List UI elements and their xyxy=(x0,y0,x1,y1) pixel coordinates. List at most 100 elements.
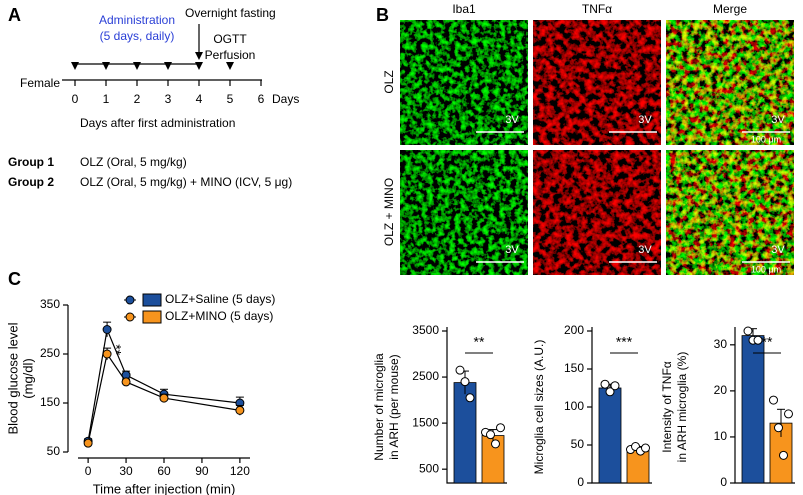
admin-label: Administration xyxy=(99,13,175,27)
region-label: 3V xyxy=(771,244,785,256)
scale-label: 100 μm xyxy=(751,134,781,144)
marker xyxy=(133,62,141,70)
ogtt-label: OGTT xyxy=(213,32,247,46)
group-name: Group 1 xyxy=(8,155,54,169)
significance: *** xyxy=(616,334,633,350)
point xyxy=(102,349,112,359)
panel-b: B Iba1 TNFα Merge OLZ 3V 3V 3V 100 μm OLZ + MINO… xyxy=(376,2,794,275)
data-point xyxy=(779,450,788,460)
panel-label: B xyxy=(376,5,389,25)
y-tick-label: 50 xyxy=(571,437,585,451)
legend-marker xyxy=(125,295,135,305)
data-point xyxy=(605,387,615,397)
x-tick-label: 90 xyxy=(195,464,209,478)
legend-label: OLZ+MINO (5 days) xyxy=(165,309,273,323)
day-label: 0 xyxy=(72,92,79,106)
y-tick-label: 150 xyxy=(564,361,584,375)
marker xyxy=(195,62,203,70)
micrograph-texture xyxy=(400,150,528,275)
legend-label: OLZ+Saline (5 days) xyxy=(165,292,275,306)
marker xyxy=(102,62,110,70)
day-label: 1 xyxy=(103,92,110,106)
admin-label: (5 days, daily) xyxy=(100,29,175,43)
y-tick-label: 250 xyxy=(40,346,60,360)
y-axis-label: Intensity of TNFα xyxy=(660,361,674,452)
region-label: 3V xyxy=(771,114,785,126)
micrograph-texture xyxy=(400,20,528,145)
y-axis-label: Blood glucose level xyxy=(5,322,20,434)
column-header: Iba1 xyxy=(452,2,476,16)
data-point xyxy=(769,395,778,405)
data-point xyxy=(641,443,650,453)
x-tick-label: 60 xyxy=(157,464,171,478)
significance: ** xyxy=(474,334,485,350)
y-axis-label: in ARH microglia (%) xyxy=(675,352,689,463)
region-label: 3V xyxy=(505,244,519,256)
marker xyxy=(164,62,172,70)
legend-swatch xyxy=(142,293,162,307)
axis-label: Days after first administration xyxy=(80,116,235,130)
column-header: TNFα xyxy=(582,2,612,16)
column-header: Merge xyxy=(713,2,747,16)
data-point xyxy=(610,381,620,391)
point xyxy=(159,393,169,403)
data-point xyxy=(743,326,753,336)
region-label: 3V xyxy=(638,244,652,256)
perfusion-label: Perfusion xyxy=(205,48,256,62)
significance: ** xyxy=(762,334,773,350)
x-tick-label: 120 xyxy=(230,464,250,478)
data-point xyxy=(496,423,505,433)
day-label: 2 xyxy=(134,92,141,106)
bar xyxy=(598,387,622,484)
data-point xyxy=(753,335,763,345)
micrograph-texture xyxy=(533,20,661,145)
micrograph-texture xyxy=(533,150,661,275)
region-label: 3V xyxy=(505,114,519,126)
y-tick-label: 3500 xyxy=(412,323,439,337)
x-axis-label: Time after injection (min) xyxy=(93,481,236,495)
fasting-label: Overnight fasting xyxy=(185,6,276,20)
point xyxy=(235,405,245,415)
day-label: 3 xyxy=(165,92,172,106)
arrow-head xyxy=(195,52,203,60)
x-tick-label: 0 xyxy=(85,464,92,478)
sex-label: Female xyxy=(20,76,60,90)
y-axis-label: Number of microglia xyxy=(372,353,386,461)
y-tick-label: 30 xyxy=(714,337,728,351)
data-point xyxy=(600,379,610,389)
region-label: 3V xyxy=(638,114,652,126)
group-desc: OLZ (Oral, 5 mg/kg) xyxy=(80,155,187,169)
point xyxy=(102,325,112,334)
y-tick-label: 10 xyxy=(714,429,728,443)
group-name: Group 2 xyxy=(8,175,54,189)
y-axis-label: in ARH (per mouse) xyxy=(387,354,401,459)
day-label: 5 xyxy=(227,92,234,106)
y-tick-label: 2500 xyxy=(412,369,439,383)
data-point xyxy=(465,393,475,403)
y-tick-label: 100 xyxy=(564,399,584,413)
x-tick-label: 30 xyxy=(119,464,133,478)
panel-label: A xyxy=(8,5,21,25)
y-tick-label: 150 xyxy=(40,395,60,409)
data-point xyxy=(486,430,495,440)
data-point xyxy=(460,377,470,387)
micrograph-texture xyxy=(666,20,794,145)
y-tick-label: 200 xyxy=(564,323,584,337)
y-axis-label: Microglia cell sizes (A.U.) xyxy=(532,340,546,475)
row-label: OLZ xyxy=(382,70,396,93)
day-label: 6 xyxy=(258,92,265,106)
row-label: OLZ + MINO xyxy=(382,178,396,246)
annotation: ** xyxy=(108,344,124,355)
data-point xyxy=(491,439,500,449)
y-tick-label: 0 xyxy=(577,475,584,489)
marker xyxy=(71,62,79,70)
data-point xyxy=(774,423,783,433)
point xyxy=(121,377,131,387)
data-point xyxy=(784,409,793,419)
panel-label: C xyxy=(8,269,21,289)
y-tick-label: 350 xyxy=(40,297,60,311)
micrograph-texture xyxy=(666,150,794,275)
scale-label: 100 μm xyxy=(751,264,781,274)
days-unit: Days xyxy=(272,92,299,106)
